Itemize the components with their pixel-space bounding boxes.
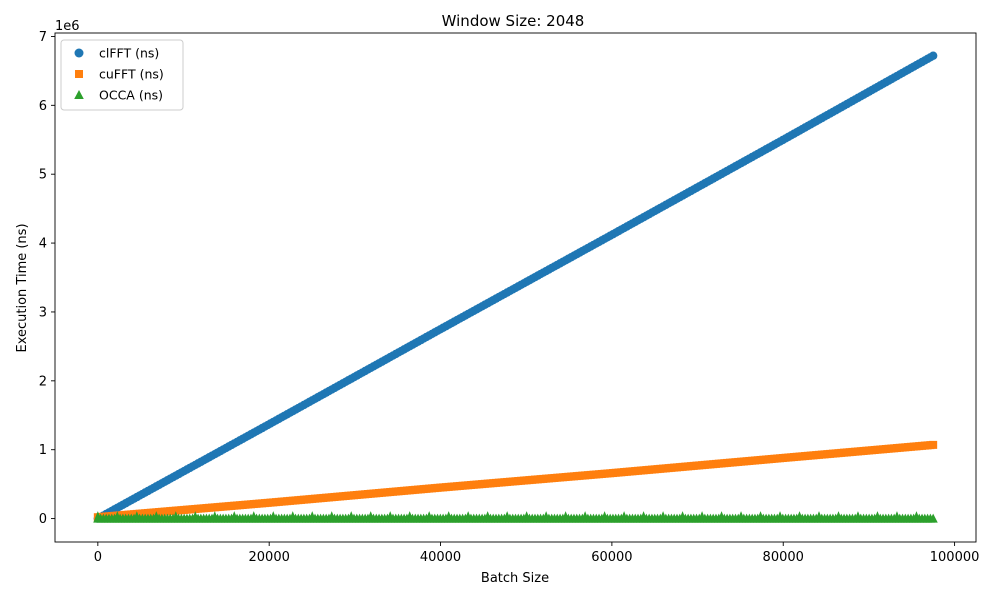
data-point (928, 51, 938, 60)
y-tick-label: 2 (39, 374, 47, 389)
legend-item: cuFFT (ns) (75, 67, 164, 82)
y-tick-label: 5 (39, 168, 47, 183)
legend-marker (75, 70, 83, 78)
x-tick-label: 60000 (591, 550, 632, 565)
y-tick-label: 0 (39, 512, 47, 527)
legend: clFFT (ns) cuFFT (ns) OCCA (ns) (60, 39, 184, 111)
x-axis-label: Batch Size (481, 571, 549, 586)
x-tick-label: 0 (94, 550, 102, 565)
y-axis-label: Execution Time (ns) (15, 223, 30, 352)
legend-box (60, 39, 184, 111)
chart-title: Window Size: 2048 (442, 12, 585, 30)
y-tick-label: 7 (39, 30, 47, 45)
legend-item: clFFT (ns) (74, 46, 159, 61)
data-marks (93, 51, 938, 523)
data-point (929, 440, 938, 449)
legend-label: OCCA (ns) (99, 88, 163, 103)
legend-marker (74, 90, 84, 99)
legend-label: cuFFT (ns) (99, 67, 164, 82)
y-tick-label: 1 (39, 443, 47, 458)
legend-label: clFFT (ns) (99, 46, 159, 61)
data-point (928, 513, 938, 523)
x-tick-label: 20000 (249, 550, 290, 565)
y-tick-label: 6 (39, 99, 47, 114)
y-tick-label: 4 (39, 237, 47, 252)
x-tick-label: 100000 (930, 550, 980, 565)
series-circle (93, 51, 938, 523)
x-tick-label: 80000 (763, 550, 804, 565)
y-tick-label: 3 (39, 305, 47, 320)
legend-item: OCCA (ns) (74, 88, 163, 103)
legend-marker (74, 48, 84, 58)
x-tick-label: 40000 (420, 550, 461, 565)
plot-frame (54, 32, 977, 543)
x-axis: 0 20000 40000 60000 80000 100000 (94, 542, 980, 565)
y-axis: 0 1 2 3 4 5 6 7 (39, 30, 55, 527)
series-triangle (93, 511, 938, 523)
y-offset-label: 1e6 (55, 19, 80, 34)
